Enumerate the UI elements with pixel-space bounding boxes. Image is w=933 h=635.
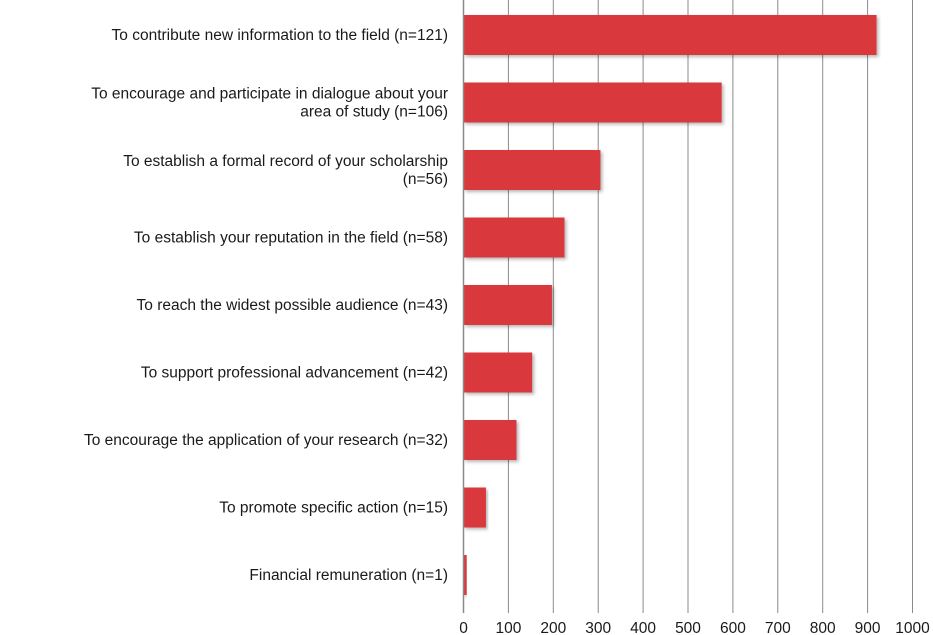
x-tick-label-100: 100 — [495, 620, 521, 635]
category-label-line: To establish your reputation in the fiel… — [134, 230, 448, 247]
bar-5 — [463, 285, 552, 325]
category-label-line: To promote specific action (n=15) — [219, 500, 448, 517]
category-label-line: To support professional advancement (n=4… — [141, 365, 448, 382]
bar-4 — [463, 217, 565, 258]
x-tick-label-0: 0 — [459, 620, 468, 635]
x-tick-label-1000: 1000 — [895, 620, 930, 635]
category-label-line: Financial remuneration (n=1) — [249, 567, 448, 584]
bars — [463, 15, 877, 595]
category-label-2: To encourage and participate in dialogue… — [91, 86, 448, 121]
bar-9 — [463, 555, 467, 595]
category-label-6: To support professional advancement (n=4… — [141, 365, 448, 382]
x-tick-label-300: 300 — [585, 620, 611, 635]
x-tick-label-700: 700 — [765, 620, 791, 635]
bar-2 — [463, 82, 722, 123]
bar-8 — [463, 487, 486, 528]
category-label-8: To promote specific action (n=15) — [219, 500, 448, 517]
category-label-line: To reach the widest possible audience (n… — [137, 297, 448, 314]
category-label-7: To encourage the application of your res… — [84, 432, 448, 449]
category-label-line: To encourage and participate in dialogue… — [91, 86, 448, 103]
category-label-1: To contribute new information to the fie… — [112, 27, 448, 44]
bar-1 — [463, 15, 877, 55]
category-label-line: To establish a formal record of your sch… — [123, 153, 448, 170]
x-tick-label-600: 600 — [720, 620, 746, 635]
x-tick-label-500: 500 — [675, 620, 701, 635]
bar-7 — [463, 420, 517, 460]
category-label-4: To establish your reputation in the fiel… — [134, 230, 448, 247]
x-tick-label-400: 400 — [630, 620, 656, 635]
category-label-9: Financial remuneration (n=1) — [249, 567, 448, 584]
x-tick-label-900: 900 — [855, 620, 881, 635]
category-label-3: To establish a formal record of your sch… — [123, 153, 448, 188]
category-label-line: (n=56) — [403, 171, 448, 188]
category-label-5: To reach the widest possible audience (n… — [137, 297, 448, 314]
category-label-line: To encourage the application of your res… — [84, 432, 448, 449]
value-axis: 0 100 200 300 400 500 600 700 800 900 1000 — [459, 0, 930, 635]
category-label-line: area of study (n=106) — [300, 104, 448, 121]
bar-3 — [463, 150, 601, 190]
x-tick-label-200: 200 — [540, 620, 566, 635]
x-tick-label-800: 800 — [810, 620, 836, 635]
bar-6 — [463, 352, 533, 393]
category-labels: To contribute new information to the fie… — [84, 27, 448, 584]
category-label-line: To contribute new information to the fie… — [112, 27, 448, 44]
